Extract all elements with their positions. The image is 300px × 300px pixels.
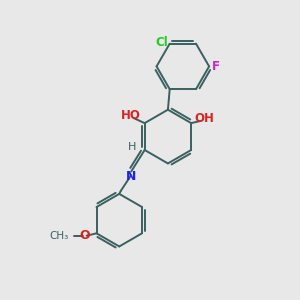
Text: HO: HO <box>121 110 140 122</box>
Text: H: H <box>128 142 136 152</box>
Text: F: F <box>212 60 220 73</box>
Text: N: N <box>126 170 136 183</box>
Text: Cl: Cl <box>155 36 168 49</box>
Text: OH: OH <box>195 112 214 125</box>
Text: CH₃: CH₃ <box>49 231 68 241</box>
Text: O: O <box>79 229 90 242</box>
